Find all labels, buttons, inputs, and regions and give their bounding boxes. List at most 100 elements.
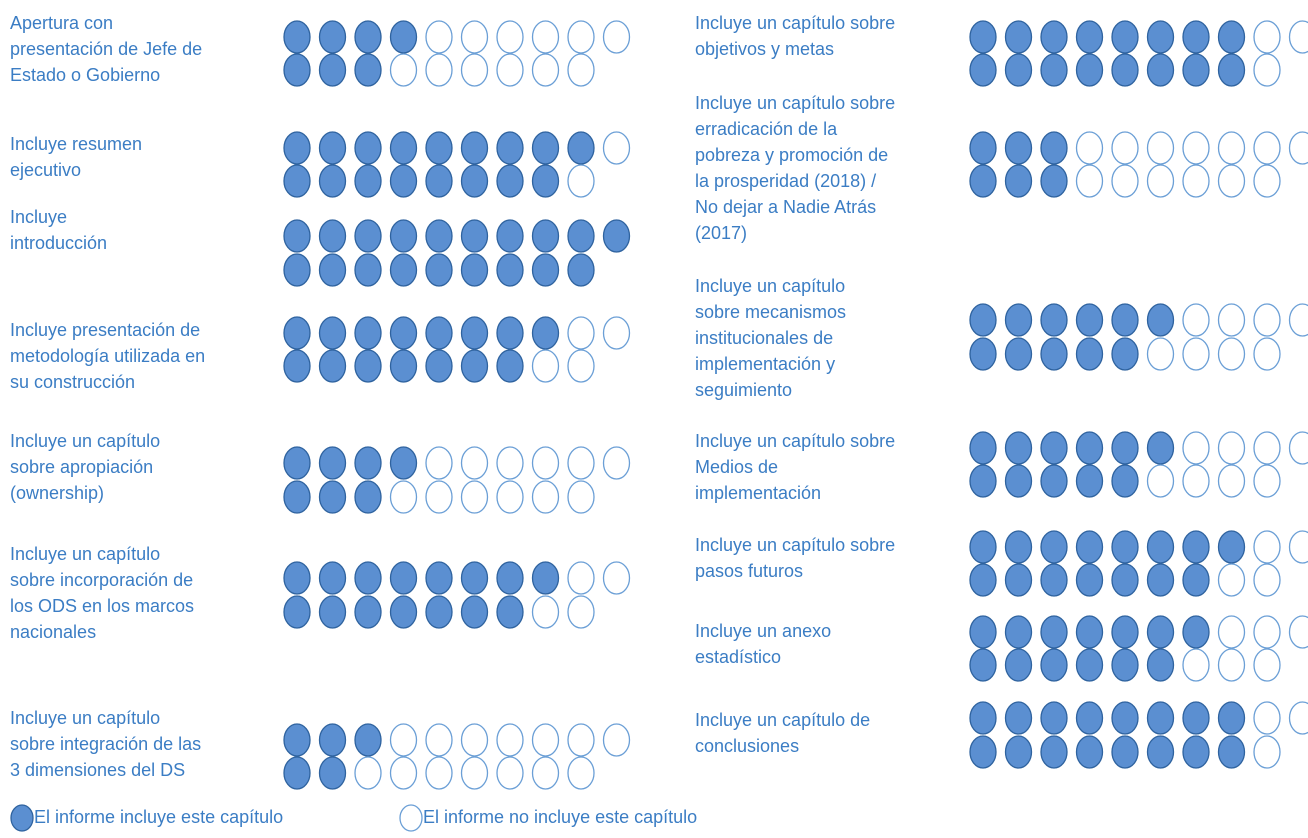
filled-dot [602,219,631,253]
empty-dot [602,316,631,350]
filled-dot [283,20,311,54]
empty-dot [602,131,631,165]
empty-dot [389,723,418,757]
empty-dot [1253,563,1281,597]
item-label: Incluye resumen ejecutivo [10,134,143,180]
filled-dot [1040,530,1068,564]
empty-dot [1288,20,1308,54]
filled-dot [283,723,311,757]
filled-dot [1004,431,1033,465]
filled-dot [425,561,453,595]
filled-dot [1004,303,1033,337]
filled-dot [318,253,347,287]
empty-dot [1288,615,1308,649]
filled-dot [1111,20,1139,54]
filled-dot [425,595,453,629]
filled-dot [1075,701,1104,735]
filled-dot [969,648,997,682]
filled-dot [354,219,382,253]
item-label: Incluye un anexo estadístico [695,621,832,667]
filled-dot [318,316,347,350]
empty-dot [531,595,560,629]
filled-dot [1182,563,1210,597]
filled-dot [389,219,418,253]
filled-dot [969,337,997,371]
filled-dot [460,595,489,629]
filled-dot [969,431,997,465]
empty-dot [1217,164,1246,198]
empty-dot [460,756,489,790]
filled-dot [969,164,997,198]
item-label: Incluye un capítulo sobre erradicación d… [695,93,896,243]
empty-dot [1146,464,1175,498]
empty-dot [602,446,631,480]
filled-dot [1004,701,1033,735]
filled-dot [531,316,560,350]
filled-dot [1040,701,1068,735]
filled-dot [531,219,560,253]
empty-dot [602,723,631,757]
filled-dot [1111,53,1139,87]
filled-dot [969,615,997,649]
filled-dot [354,349,382,383]
empty-dot [354,756,382,790]
empty-dot [496,53,524,87]
filled-dot [283,219,311,253]
item-label: Incluye un capítulo sobre pasos futuros [695,535,896,581]
empty-dot [389,756,418,790]
legend-filled-swatch [10,804,34,832]
empty-dot [567,446,595,480]
filled-dot [1182,530,1210,564]
filled-dot [283,53,311,87]
filled-dot [1111,303,1139,337]
filled-dot [1040,20,1068,54]
filled-dot [1075,530,1104,564]
filled-dot [318,561,347,595]
filled-dot [1146,530,1175,564]
filled-dot [1111,431,1139,465]
empty-dot [531,20,560,54]
filled-dot [283,131,311,165]
filled-dot [354,253,382,287]
empty-dot [1253,337,1281,371]
filled-dot [354,164,382,198]
empty-dot [1075,131,1104,165]
empty-dot [496,446,524,480]
filled-dot [496,561,524,595]
filled-dot [389,20,418,54]
empty-dot [425,756,453,790]
filled-dot [318,480,347,514]
empty-dot [1288,530,1308,564]
filled-dot [283,480,311,514]
filled-dot [389,316,418,350]
empty-dot [1182,431,1210,465]
filled-dot [567,219,595,253]
filled-dot [1146,53,1175,87]
empty-dot [1217,615,1246,649]
item-label: Incluye un capítulo sobre Medios de impl… [695,431,896,503]
filled-dot [1040,53,1068,87]
empty-dot [531,756,560,790]
empty-dot [496,756,524,790]
filled-dot [1146,735,1175,769]
empty-dot [567,53,595,87]
empty-dot [460,446,489,480]
empty-dot [1217,303,1246,337]
filled-dot [496,131,524,165]
filled-dot [425,253,453,287]
filled-dot [969,563,997,597]
filled-dot [1004,530,1033,564]
filled-dot [318,219,347,253]
filled-dot [354,595,382,629]
filled-dot [1004,735,1033,769]
filled-dot [354,561,382,595]
filled-dot [283,316,311,350]
filled-dot [1004,20,1033,54]
empty-dot [1253,431,1281,465]
filled-dot [1040,303,1068,337]
empty-dot [460,53,489,87]
filled-dot [969,20,997,54]
filled-dot [283,349,311,383]
empty-dot [567,561,595,595]
filled-dot [1040,615,1068,649]
